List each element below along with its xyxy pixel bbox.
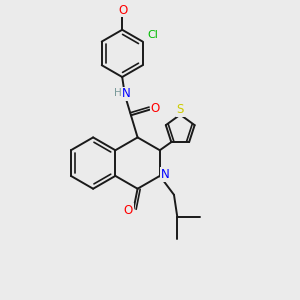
Text: H: H bbox=[114, 88, 122, 98]
Text: O: O bbox=[124, 204, 133, 217]
Text: N: N bbox=[122, 87, 131, 100]
Text: Cl: Cl bbox=[148, 30, 158, 40]
Text: O: O bbox=[118, 4, 128, 17]
Text: N: N bbox=[161, 168, 170, 181]
Text: S: S bbox=[176, 103, 184, 116]
Text: O: O bbox=[150, 102, 160, 115]
